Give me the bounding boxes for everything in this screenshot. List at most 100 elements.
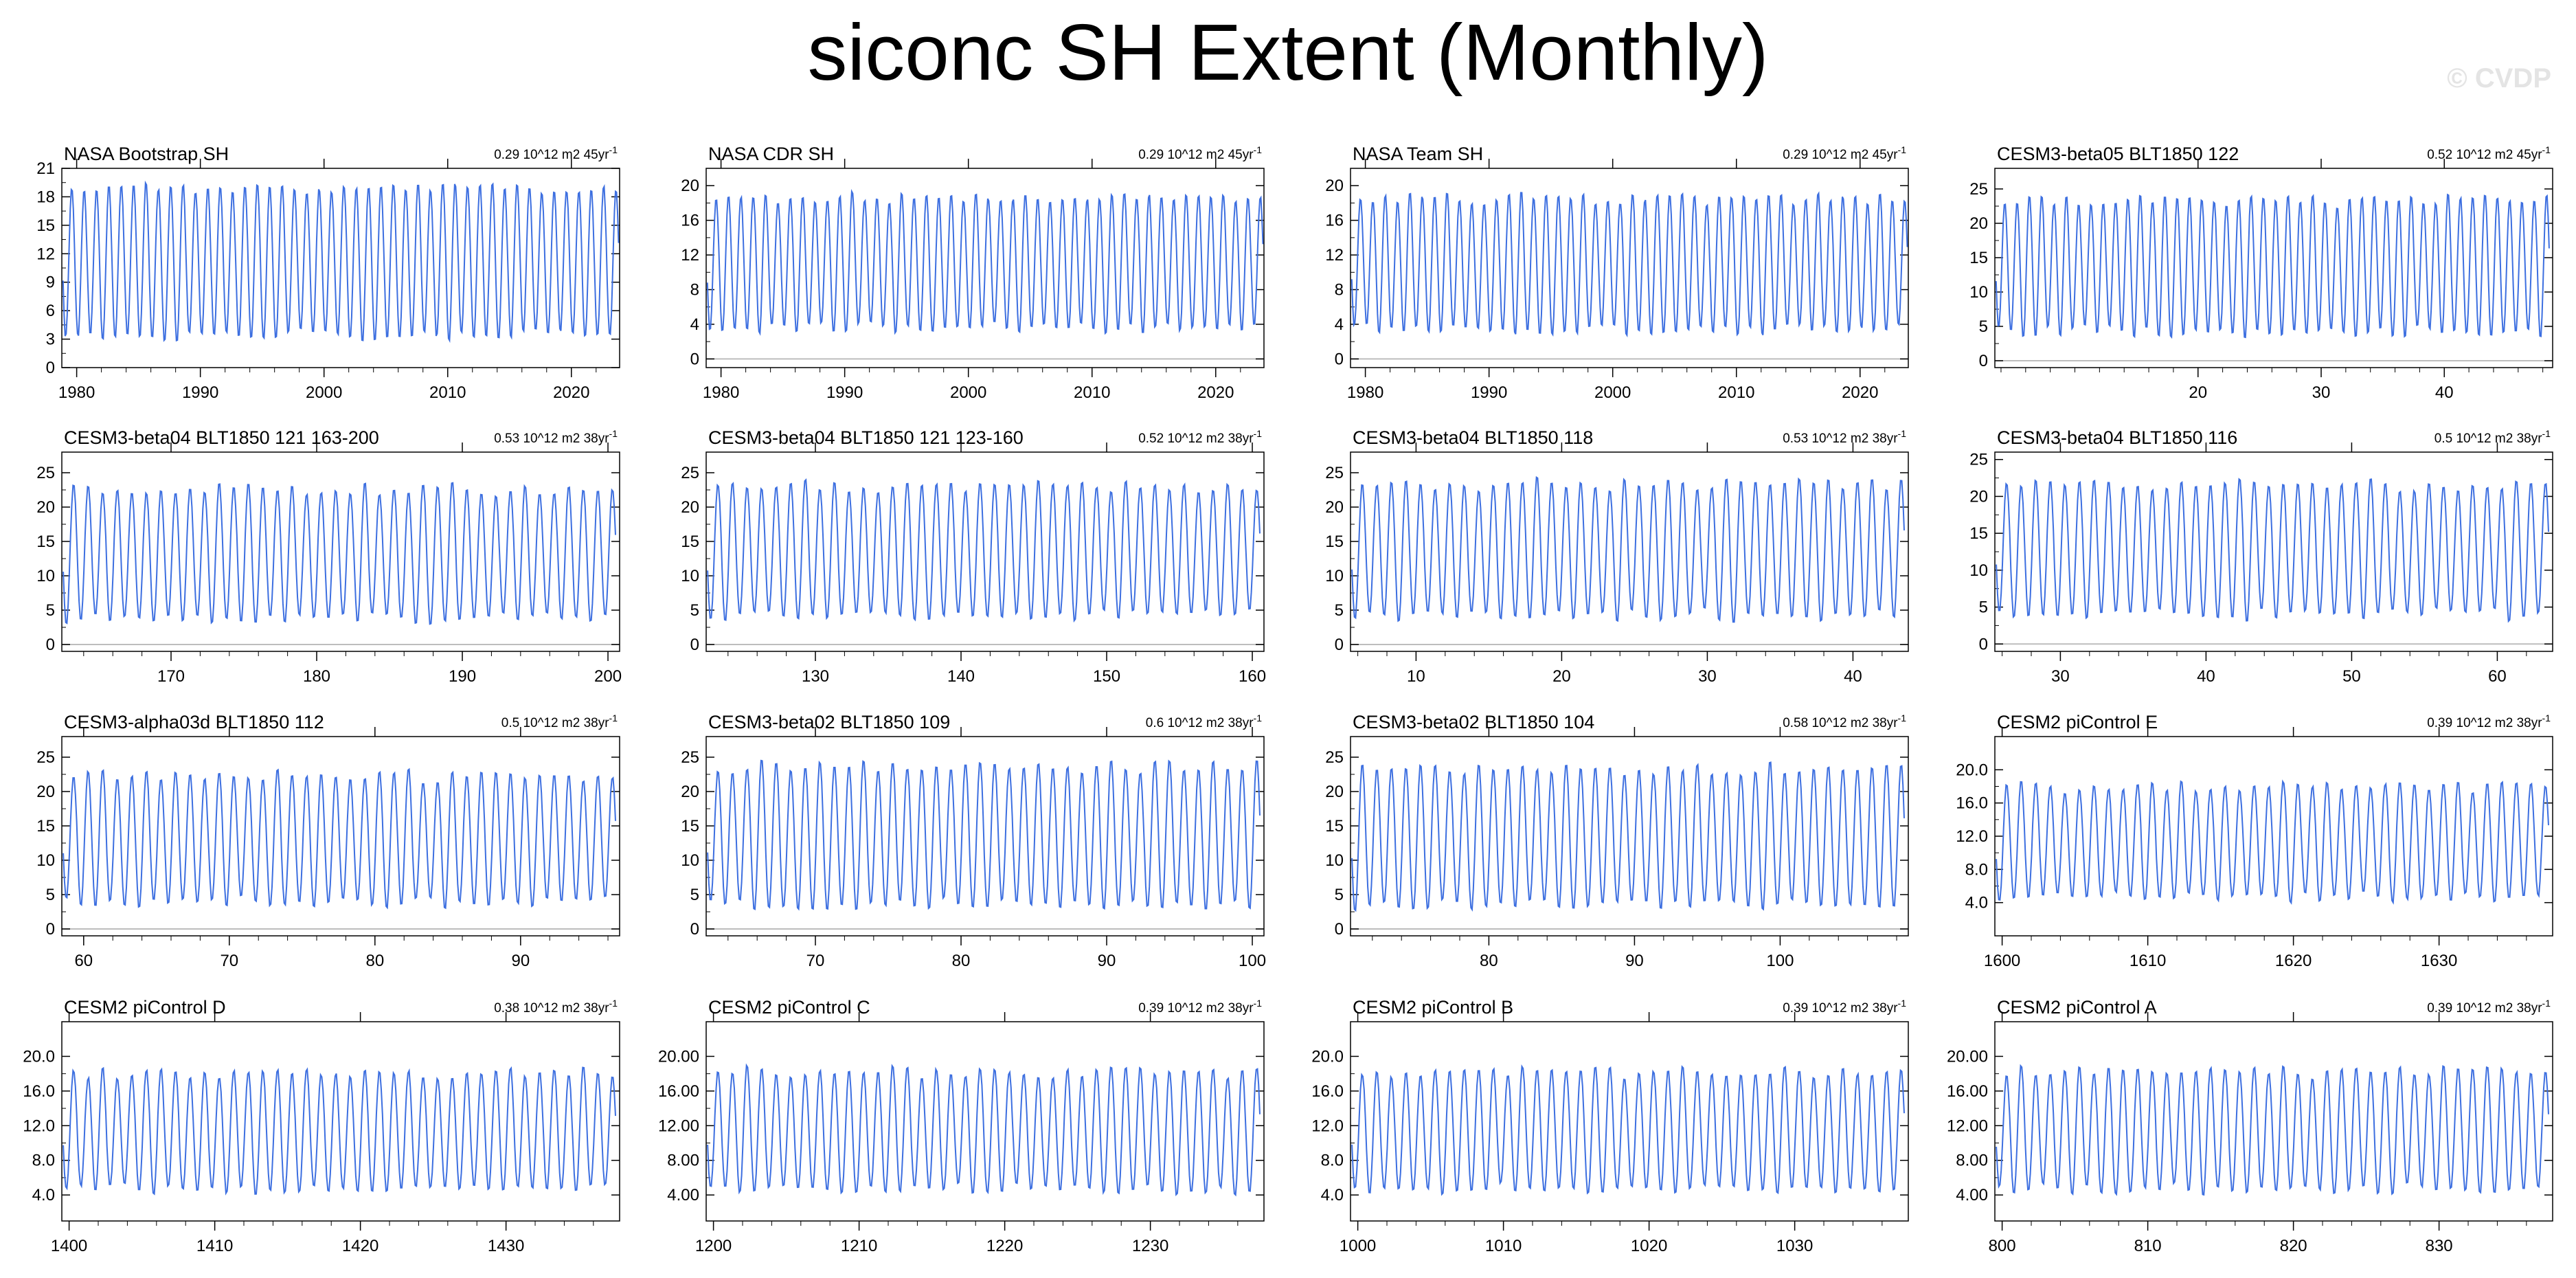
panel-2: NASA CDR SH 0.29 10^12 m2 45yr-1 0 4 8 12 16 20… <box>681 144 1265 402</box>
x-tick-label: 10 <box>1407 667 1425 686</box>
x-tick-label: 20 <box>1552 667 1571 686</box>
x-tick-label: 1990 <box>1471 383 1507 402</box>
stat-exponent: -1 <box>2542 713 2551 724</box>
y-tick-label: 10 <box>681 567 699 585</box>
x-tick-label: 810 <box>2134 1237 2162 1255</box>
y-tick-label: 5 <box>1335 601 1344 620</box>
plot-frame <box>1994 168 2553 368</box>
panel-stat: 0.52 10^12 m2 38yr-1 <box>1138 428 1262 446</box>
y-tick-label: 20.0 <box>23 1047 55 1066</box>
y-tick-label: 0 <box>690 920 699 939</box>
series-line <box>1351 191 1908 338</box>
y-tick-label: 25 <box>681 464 699 482</box>
y-tick-label: 25 <box>36 748 55 767</box>
x-tick-label: 1610 <box>2129 952 2166 970</box>
stat-exponent: -1 <box>1898 144 1907 155</box>
y-tick-label: 15 <box>1969 249 1988 267</box>
y-tick-label: 8 <box>690 281 699 300</box>
panel-15: CESM2 piControl B 0.39 10^12 m2 38yr-1 4.0… <box>1311 997 1909 1255</box>
plot-frame <box>705 168 1265 368</box>
panel-5: CESM3-beta04 BLT1850 121 163-200 0.53 10^… <box>36 427 622 686</box>
x-tick-label: 30 <box>2051 667 2070 686</box>
panel-11: CESM3-beta02 BLT1850 104 0.58 10^12 m2 38… <box>1325 712 1909 970</box>
x-tick-label: 2020 <box>1842 383 1878 402</box>
panel-title: CESM2 piControl A <box>1997 997 2157 1018</box>
y-tick-label: 25 <box>681 748 699 767</box>
y-tick-label: 4.0 <box>32 1186 55 1204</box>
stat-exponent: -1 <box>1254 428 1263 439</box>
x-tick-label: 1020 <box>1631 1237 1667 1255</box>
plot-frame <box>1994 1021 2553 1222</box>
stat-value: 0.29 10^12 m2 45yr <box>1138 148 1254 162</box>
x-tick-label: 820 <box>2280 1237 2307 1255</box>
y-tick-label: 8.0 <box>1965 860 1988 879</box>
y-tick-label: 0 <box>1979 352 1988 370</box>
series-line <box>706 188 1264 336</box>
panel-6: CESM3-beta04 BLT1850 121 123-160 0.52 10^… <box>681 427 1266 686</box>
x-tick-label: 130 <box>802 667 829 686</box>
panel-stat: 0.58 10^12 m2 38yr-1 <box>1783 713 1906 730</box>
y-tick-label: 16.0 <box>23 1082 55 1101</box>
x-tick-label: 1200 <box>695 1237 732 1255</box>
y-tick-label: 5 <box>1979 317 1988 336</box>
y-tick-label: 20.00 <box>1947 1047 1988 1066</box>
panel-1: NASA Bootstrap SH 0.29 10^12 m2 45yr-1 0 3 6… <box>36 144 620 402</box>
x-tick-label: 1000 <box>1340 1237 1376 1255</box>
x-tick-label: 100 <box>1766 952 1794 970</box>
x-tick-label: 830 <box>2426 1237 2453 1255</box>
stat-exponent: -1 <box>2542 144 2551 155</box>
y-tick-label: 4.00 <box>1956 1186 1988 1204</box>
y-tick-label: 5 <box>46 886 55 904</box>
x-tick-label: 1430 <box>488 1237 524 1255</box>
stat-value: 0.39 10^12 m2 38yr <box>1783 1001 1898 1016</box>
panel-title: CESM3-beta04 BLT1850 121 163-200 <box>64 427 379 448</box>
stat-value: 0.39 10^12 m2 38yr <box>1138 1001 1254 1016</box>
y-tick-label: 0 <box>1335 636 1344 654</box>
stat-exponent: -1 <box>1898 713 1907 724</box>
x-tick-label: 2010 <box>1074 383 1110 402</box>
panel-title: CESM3-beta02 BLT1850 109 <box>708 712 950 732</box>
stat-value: 0.39 10^12 m2 38yr <box>2427 1001 2542 1016</box>
series-line <box>707 759 1261 911</box>
panel-stat: 0.39 10^12 m2 38yr-1 <box>1138 998 1262 1016</box>
y-tick-label: 20 <box>1325 498 1344 517</box>
series-line <box>1996 1064 2549 1196</box>
panel-title: NASA Team SH <box>1353 144 1483 164</box>
panel-title: CESM3-beta04 BLT1850 121 123-160 <box>708 427 1024 448</box>
x-tick-label: 40 <box>2197 667 2215 686</box>
panel-stat: 0.5 10^12 m2 38yr-1 <box>501 713 618 730</box>
panel-title: CESM3-beta04 BLT1850 116 <box>1997 427 2237 448</box>
y-tick-label: 9 <box>46 273 55 292</box>
x-tick-label: 30 <box>2312 383 2331 402</box>
y-tick-label: 0 <box>690 636 699 654</box>
panel-stat: 0.6 10^12 m2 38yr-1 <box>1146 713 1262 730</box>
plot-frame <box>1994 736 2553 937</box>
y-tick-label: 20.0 <box>1956 761 1988 779</box>
x-tick-label: 1980 <box>703 383 739 402</box>
stat-exponent: -1 <box>609 144 618 155</box>
y-tick-label: 8.0 <box>32 1152 55 1170</box>
y-tick-label: 0 <box>46 636 55 654</box>
y-tick-label: 10 <box>1969 283 1988 302</box>
plot-frame <box>61 736 620 937</box>
x-tick-label: 1630 <box>2421 952 2457 970</box>
x-tick-label: 40 <box>1844 667 1862 686</box>
y-tick-label: 4.00 <box>667 1186 699 1204</box>
y-tick-label: 25 <box>1969 451 1988 469</box>
x-tick-label: 80 <box>952 952 971 970</box>
y-tick-label: 20 <box>1325 177 1344 195</box>
x-tick-label: 170 <box>157 667 185 686</box>
panel-title: CESM3-beta05 BLT1850 122 <box>1997 144 2239 164</box>
panel-stat: 0.29 10^12 m2 45yr-1 <box>1138 144 1262 162</box>
panel-title: CESM2 piControl E <box>1997 712 2158 732</box>
y-tick-label: 5 <box>690 601 699 620</box>
series-line <box>63 1066 616 1196</box>
y-tick-label: 5 <box>46 601 55 620</box>
y-tick-label: 5 <box>690 886 699 904</box>
panel-3: NASA Team SH 0.29 10^12 m2 45yr-1 0 4 8 12 16 2… <box>1325 144 1909 402</box>
panel-stat: 0.39 10^12 m2 38yr-1 <box>2427 998 2551 1016</box>
stat-value: 0.53 10^12 m2 38yr <box>1783 431 1898 446</box>
x-tick-label: 2000 <box>306 383 342 402</box>
x-tick-label: 2000 <box>1594 383 1631 402</box>
y-tick-label: 8.00 <box>1956 1152 1988 1170</box>
